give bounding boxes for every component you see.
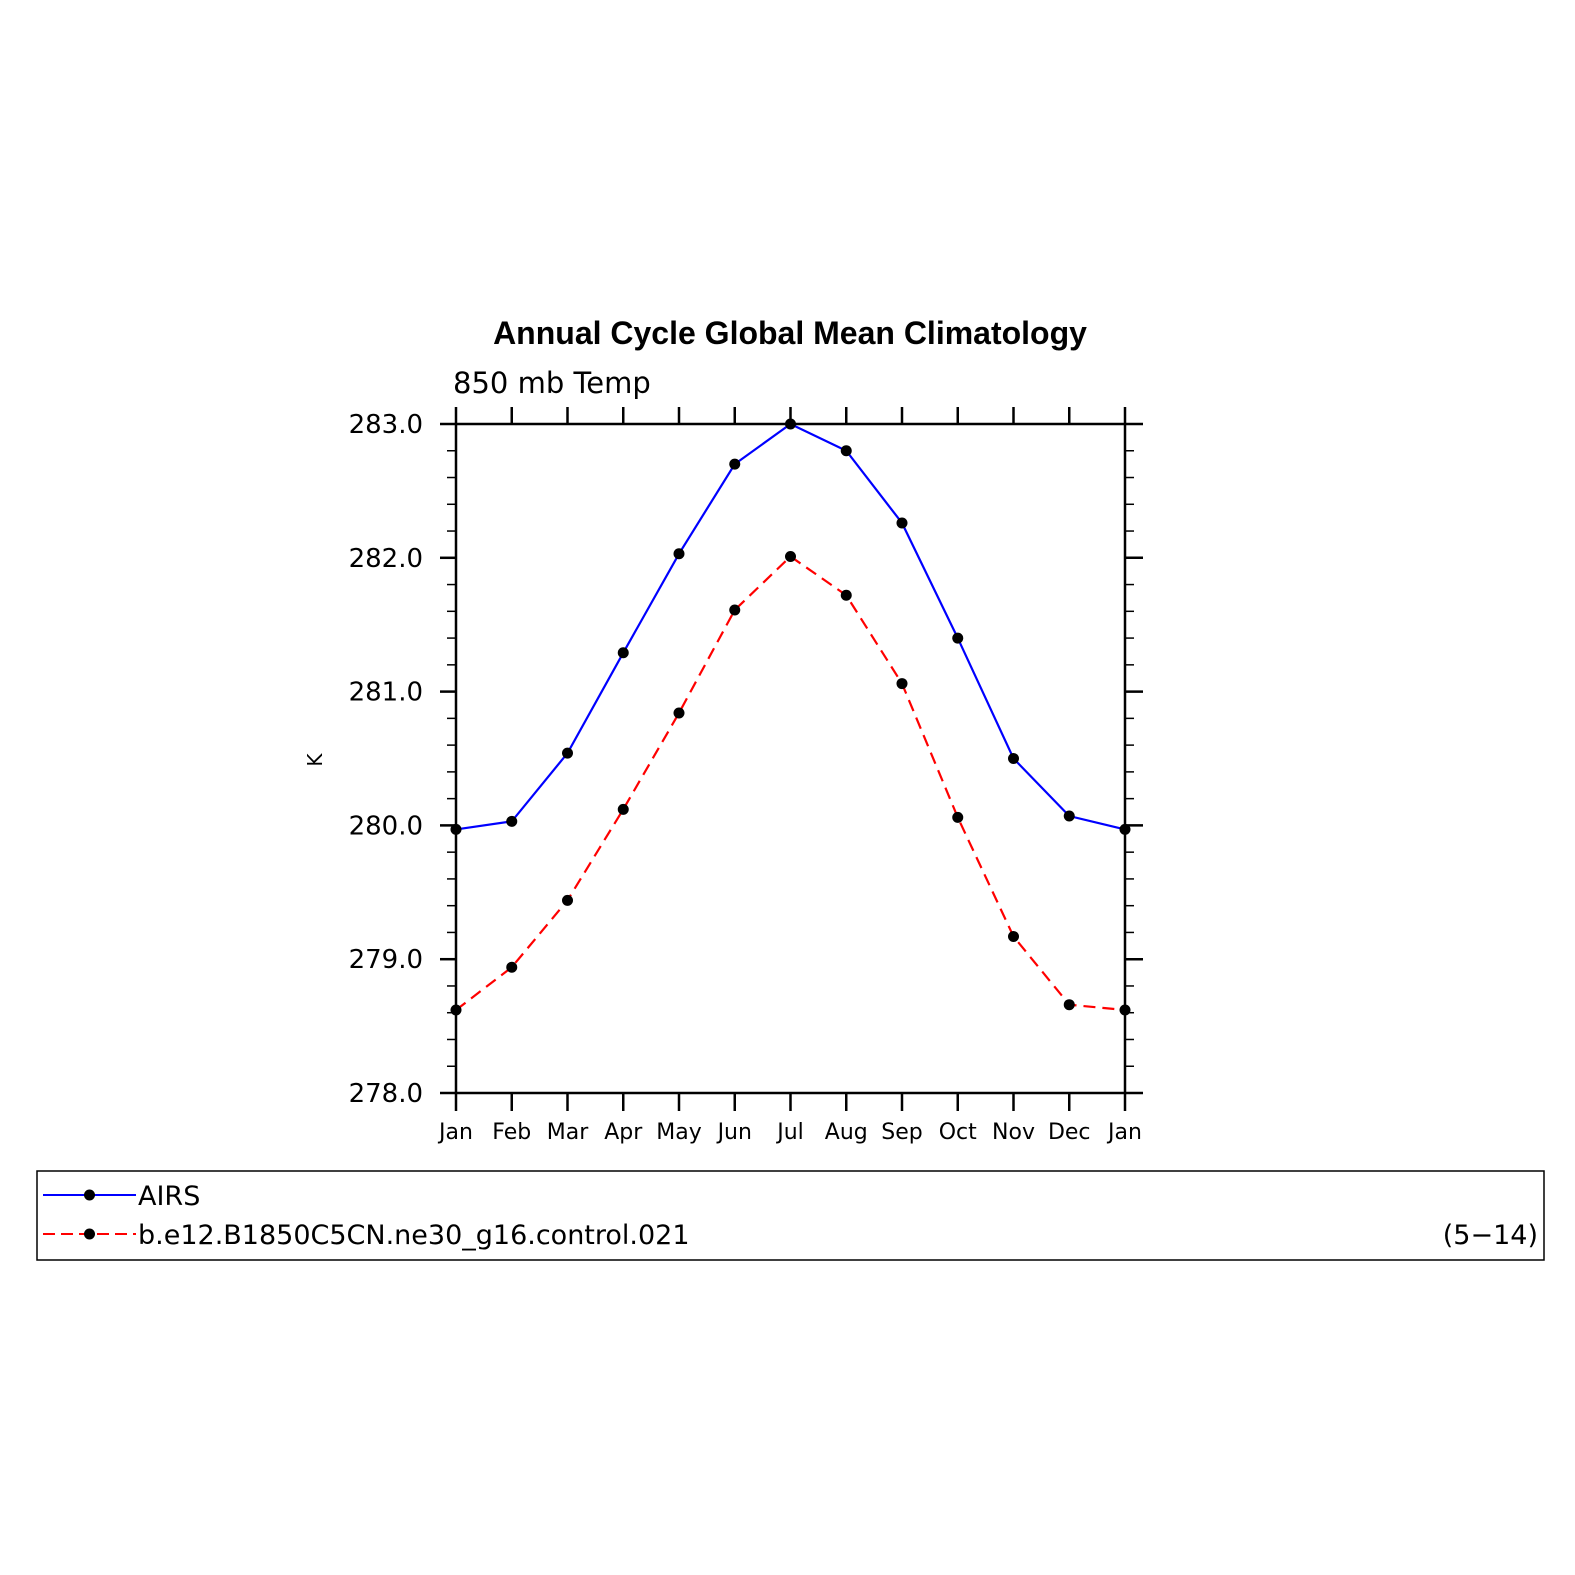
x-tick-label: Mar	[547, 1120, 589, 1145]
data-point-series-0	[896, 517, 908, 529]
x-tick-label: Apr	[604, 1120, 643, 1145]
x-tick-label: Nov	[992, 1120, 1035, 1145]
data-point-series-0	[1008, 753, 1019, 764]
data-point-series-1	[1008, 930, 1019, 942]
x-tick-label: Feb	[492, 1120, 531, 1145]
y-tick-labels: 278.0 279.0 280.0 281.0 282.0 283.0	[349, 410, 423, 1109]
data-point-series-0	[952, 632, 964, 644]
data-point-series-0	[729, 458, 741, 470]
data-point-series-0	[840, 445, 852, 457]
y-axis-label: K	[303, 753, 327, 767]
data-point-series-1	[506, 961, 518, 973]
data-point-series-1	[673, 707, 685, 719]
data-point-series-0	[1063, 810, 1075, 822]
y-tick-label: 281.0	[349, 678, 423, 708]
y-tick-label: 283.0	[349, 410, 423, 440]
legend-marker-model	[84, 1228, 95, 1240]
y-tick-label: 279.0	[349, 945, 423, 975]
data-point-series-1	[729, 604, 741, 616]
data-point-series-0	[506, 815, 518, 827]
data-point-series-0	[617, 647, 629, 659]
legend-box	[36, 1170, 1545, 1261]
legend-note: (5−14)	[1443, 1220, 1538, 1251]
y-tick-label: 282.0	[349, 544, 423, 574]
data-point-series-1	[1063, 999, 1075, 1011]
x-tick-label: Sep	[881, 1120, 922, 1145]
series-line-0	[455, 422, 1126, 831]
legend-label-airs: AIRS	[138, 1181, 200, 1212]
y-tick-label: 280.0	[349, 811, 423, 841]
chart-title: Annual Cycle Global Mean Climatology	[493, 315, 1087, 351]
data-point-series-1	[896, 678, 908, 690]
x-tick-label: Oct	[939, 1120, 977, 1145]
legend: AIRS b.e12.B1850C5CN.ne30_g16.control.02…	[36, 1170, 1545, 1261]
x-tick-label: Aug	[825, 1120, 868, 1145]
legend-marker-airs	[84, 1189, 95, 1201]
x-tick-label: Jul	[775, 1120, 804, 1145]
chart-subtitle: 850 mb Temp	[453, 366, 651, 400]
axis-ticks	[440, 407, 1143, 1111]
data-point-series-0	[562, 747, 573, 759]
data-point-series-0	[673, 548, 685, 560]
x-tick-label: Jan	[1106, 1120, 1142, 1145]
series-line-1	[455, 555, 1126, 1012]
data-point-series-1	[785, 550, 796, 562]
x-tick-label: Jan	[437, 1120, 473, 1145]
data-point-series-1	[952, 811, 964, 823]
y-tick-label: 278.0	[349, 1079, 423, 1109]
data-point-series-1	[562, 894, 573, 906]
x-tick-label: Dec	[1048, 1120, 1091, 1145]
plot-frame	[454, 422, 1127, 1095]
legend-label-model: b.e12.B1850C5CN.ne30_g16.control.021	[138, 1220, 690, 1251]
data-point-series-1	[840, 589, 852, 601]
plot-series	[450, 418, 1131, 1016]
data-point-series-1	[617, 803, 629, 815]
x-tick-label: Jun	[716, 1120, 752, 1145]
x-tick-label: May	[656, 1120, 701, 1145]
x-tick-labels: Jan Feb Mar Apr May Jun Jul Aug Sep Oct Nov Dec Jan	[437, 1120, 1142, 1145]
